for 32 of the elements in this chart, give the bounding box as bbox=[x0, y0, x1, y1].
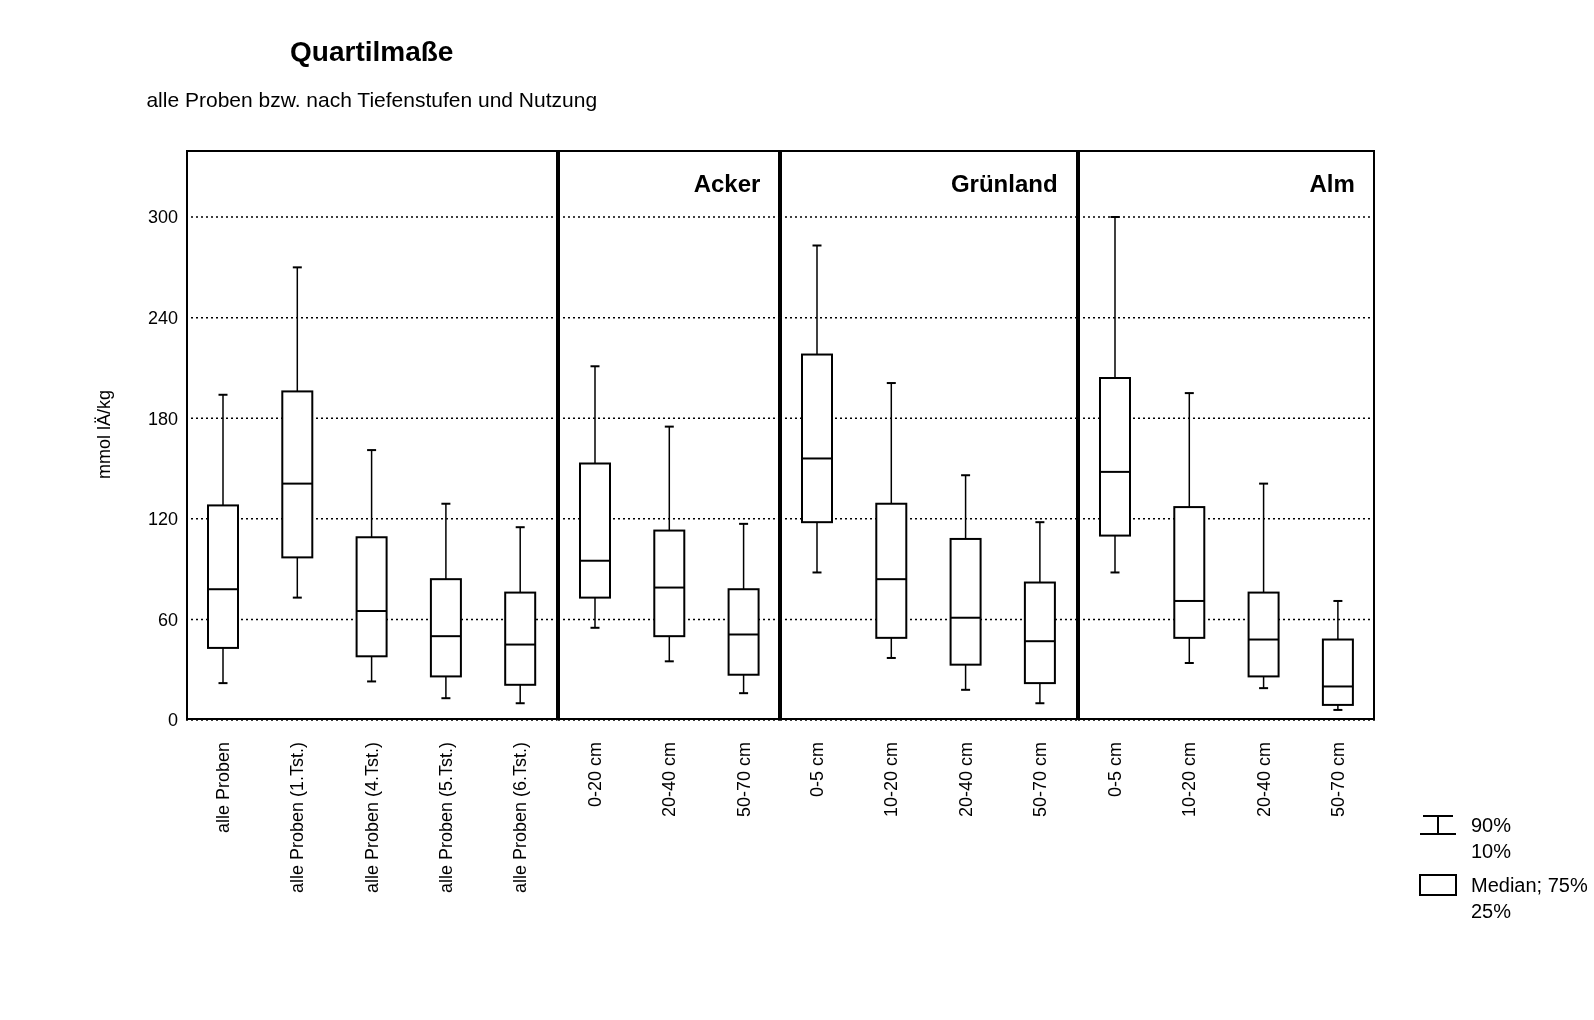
x-tick-label: 0-5 cm bbox=[1104, 741, 1125, 797]
y-tick-label: 240 bbox=[147, 308, 178, 329]
text: 90% bbox=[1471, 814, 1512, 837]
text: Alm bbox=[1309, 170, 1355, 198]
text: Acker bbox=[693, 170, 761, 198]
text: 25% bbox=[1471, 900, 1512, 923]
x-tick-label: 10-20 cm bbox=[1179, 741, 1200, 817]
x-tick-label: 0-5 cm bbox=[807, 741, 828, 797]
x-tick-label: 20-40 cm bbox=[956, 741, 977, 817]
x-tick-label: 50-70 cm bbox=[733, 741, 754, 817]
x-tick-label: alle Proben bbox=[213, 742, 234, 834]
x-tick-label: 50-70 cm bbox=[1030, 741, 1051, 817]
y-axis-title: mmol lÄ/kg bbox=[93, 390, 115, 480]
x-tick-label: 20-40 cm bbox=[1253, 741, 1274, 817]
x-tick-label: alle Proben (5.Tst.) bbox=[436, 742, 457, 894]
x-tick-label: 0-20 cm bbox=[584, 741, 605, 807]
y-tick-label: 120 bbox=[147, 509, 178, 530]
x-tick-label: alle Proben (1.Tst.) bbox=[287, 742, 308, 894]
x-tick-label: alle Proben (6.Tst.) bbox=[510, 742, 531, 894]
text: Grünland bbox=[950, 170, 1058, 198]
chart-subtitle: alle Proben bzw. nach Tiefenstufen und Nutzung bbox=[145, 88, 599, 112]
y-tick-label: 0 bbox=[167, 710, 178, 731]
text: Median; 75% bbox=[1471, 874, 1588, 897]
x-tick-label: alle Proben (4.Tst.) bbox=[361, 742, 382, 894]
x-tick-label: 50-70 cm bbox=[1327, 741, 1348, 817]
y-tick-label: 180 bbox=[147, 408, 178, 429]
y-tick-label: 60 bbox=[157, 609, 178, 630]
chart-title: Quartilmaße bbox=[289, 36, 455, 68]
x-tick-label: 20-40 cm bbox=[658, 741, 679, 817]
y-tick-label: 300 bbox=[147, 207, 178, 228]
text: 10% bbox=[1471, 840, 1512, 863]
x-tick-label: 10-20 cm bbox=[881, 741, 902, 817]
